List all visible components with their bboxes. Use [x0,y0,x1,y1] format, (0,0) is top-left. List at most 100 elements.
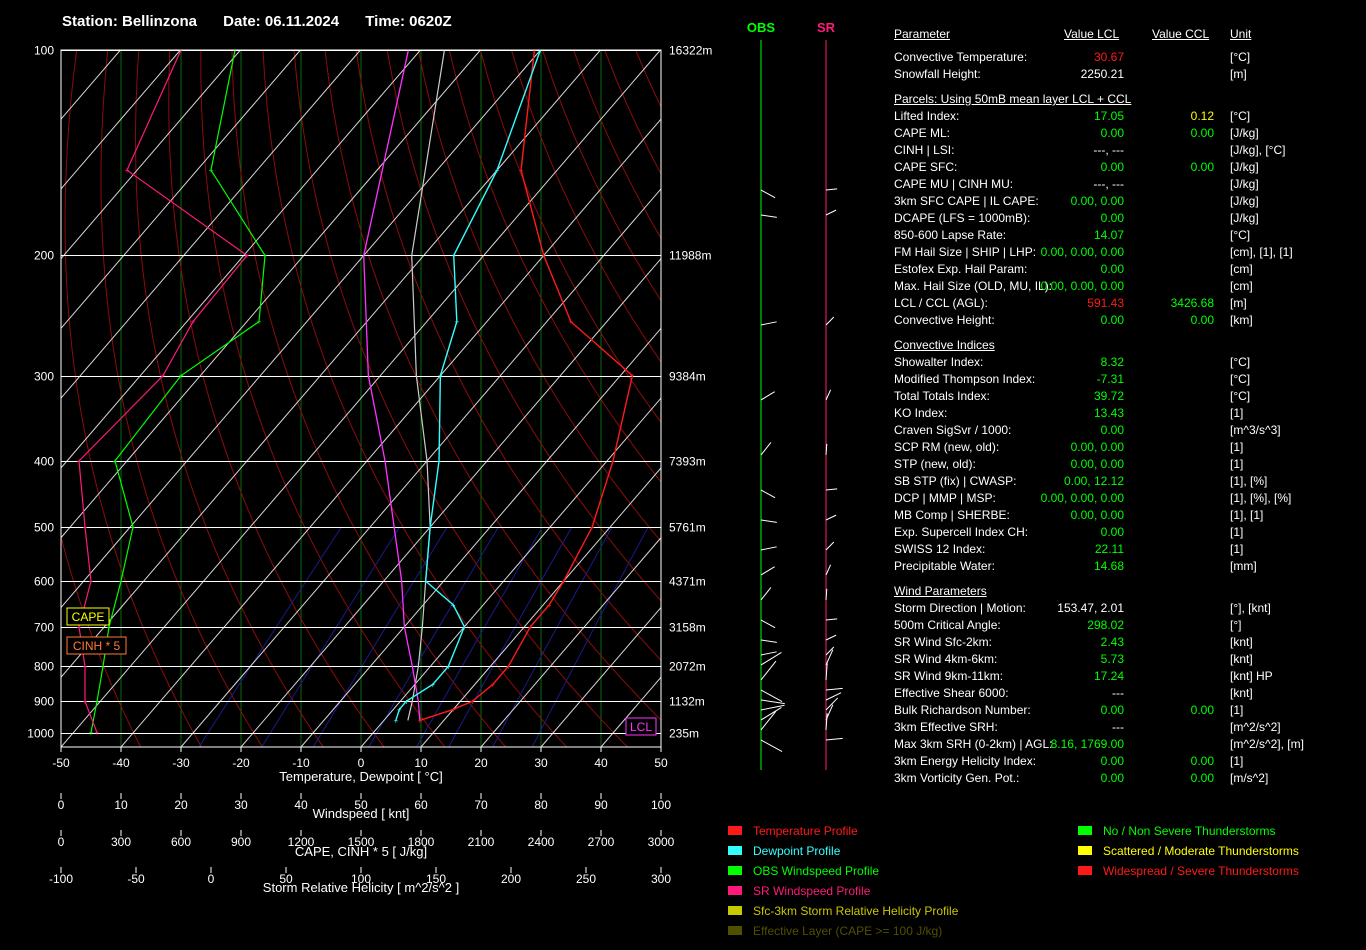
row-value-lcl: --- [1112,720,1124,734]
obs-wind-barb [760,739,783,752]
pressure-tick-label: 1000 [27,727,54,741]
row-parameter: Max 3km SRH (0-2km) | AGL: [894,737,1053,751]
row-parameter: Precipitable Water: [894,559,995,573]
isotherm [61,50,181,190]
temp-axis-label: Temperature, Dewpoint [ °C] [279,769,442,784]
cinh-box [66,636,127,655]
pressure-tick-label: 100 [34,44,54,58]
row-unit: [J/kg] [1230,160,1259,174]
row-unit: [°C] [1230,355,1251,369]
dry-adiabat [667,50,720,747]
row-value-lcl: ---, --- [1093,143,1124,157]
row-parameter: KO Index: [894,406,948,420]
skew-t-diagram: + + + + + + + + + + + + + + + + + + + + + + + + + + + + + + + + + + + + + + + +… [0,44,720,896]
row-unit: [km] [1230,313,1253,327]
temperature-profile-marker: + [491,680,496,689]
temp-axis-tick-label: 0 [358,756,365,770]
sr-wind-barb [825,692,842,701]
pressure-tick-label: 800 [34,660,54,674]
windspeed-axis-tick-label: 30 [234,798,248,812]
row-unit: [knt] [1230,635,1253,649]
temperature-profile-marker: + [569,318,574,327]
pressure-tick-label: 300 [34,370,54,384]
legend-swatch [728,826,742,835]
row-parameter: SCP RM (new, old): [894,440,1000,454]
mixing-ratio-line [198,526,342,747]
temp-axis-tick-label: -30 [172,756,190,770]
temperature-profile-marker: + [528,623,533,632]
row-unit: [1] [1230,457,1244,471]
row-unit: [°C] [1230,228,1251,242]
obs-wind-barb [760,699,785,705]
windspeed-axis-tick-label: 0 [58,798,65,812]
windspeed-axis-tick-label: 70 [474,798,488,812]
obs-wind-barb [760,707,782,721]
isotherm [180,188,661,747]
height-label: 3158m [669,621,706,635]
obs-wind-barb [760,519,777,523]
windspeed-axis-tick-label: 80 [534,798,548,812]
temp-axis-tick-label: 30 [534,756,548,770]
row-unit: [J/kg] [1230,194,1259,208]
sr-windspeed-profile-marker: + [191,318,196,327]
obs-windspeed-profile-marker: + [101,662,106,671]
sr-windspeed-profile-marker: + [89,577,94,586]
time-label: Time: 0620Z [365,13,452,30]
row-unit: [m] [1230,67,1247,81]
row-unit: [cm], [1], [1] [1230,245,1293,259]
dry-adiabat [200,50,446,747]
row-unit: [°C] [1230,389,1251,403]
pressure-tick-label: 600 [34,575,54,589]
sr-wind-barb [825,618,838,621]
legend-label: SR Windspeed Profile [753,884,871,898]
row-parameter: Craven SigSvr / 1000: [894,423,1012,437]
windspeed-axis-tick-label: 10 [114,798,128,812]
srh-axis-tick-label: -100 [49,872,73,886]
height-label: 11988m [669,249,711,263]
dry-adiabat [698,50,720,747]
dry-adiabat [100,50,263,747]
row-value-lcl: 5.73 [1100,652,1124,666]
plot-area: + + + + + + + + + + + + + + + + + + + + + + + + + + + + + + + + + + + + + + + +… [0,50,720,747]
row-value-lcl: 0.00, 0.00, 0.00 [1040,491,1124,505]
row-parameter: Lifted Index: [894,109,960,123]
sr-windspeed-profile-marker: + [83,662,88,671]
row-unit: [1], [%] [1230,474,1268,488]
row-unit: [1] [1230,525,1244,539]
dewpoint-profile [395,50,542,721]
obs-windspeed-profile-marker: + [95,697,100,706]
srh-axis-tick-label: -50 [127,872,145,886]
mixing-ratio-line [312,526,448,747]
obs-windspeed-profile-marker: + [131,523,136,532]
row-parameter: 500m Critical Angle: [894,618,1001,632]
mixing-ratio-line [416,526,543,747]
pressure-tick-label: 700 [34,621,54,635]
row-value-lcl: 591.43 [1087,296,1124,310]
row-value-lcl: 298.02 [1087,618,1124,632]
row-parameter: Convective Height: [894,313,995,327]
sr-windspeed-profile-marker: + [161,372,166,381]
srh-axis-tick-label: 200 [501,872,521,886]
row-unit: [cm] [1230,262,1253,276]
row-unit: [1] [1230,542,1244,556]
row-value-lcl: 2.43 [1100,635,1124,649]
isotherm [0,50,60,747]
row-value-lcl: 0.00, 0.00, 0.00 [1040,279,1124,293]
isotherm [61,50,481,539]
sr-wind-barb [825,713,828,731]
mixing-ratio-line [261,526,400,747]
srh-axis-tick-label: 100 [351,872,371,886]
cape-axis-tick-label: 300 [111,835,131,849]
sr-wind-barb [825,188,838,191]
srh-axis-tick-label: 0 [208,872,215,886]
legend-label: OBS Windspeed Profile [753,864,880,878]
sr-wind-barb [825,316,835,326]
isotherm [61,50,421,469]
row-value-lcl: 153.47, 2.01 [1057,601,1124,615]
row-parameter: MB Comp | SHERBE: [894,508,1010,522]
row-value-lcl: 14.07 [1093,228,1124,242]
sr-wind-barb [825,564,832,576]
dry-adiabat [448,50,661,483]
row-unit: [m/s^2] [1230,771,1269,785]
obs-windspeed-profile-marker: + [89,729,94,738]
